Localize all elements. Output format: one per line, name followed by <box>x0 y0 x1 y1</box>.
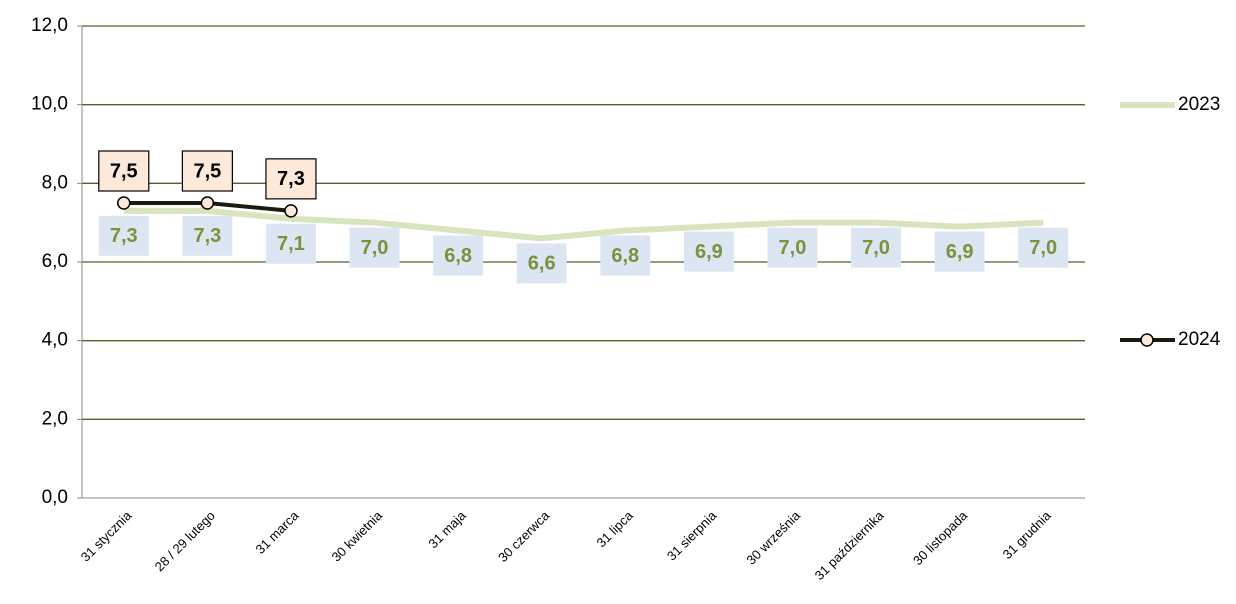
data-label: 7,1 <box>277 233 305 255</box>
x-tick-label: 31 października <box>812 507 888 583</box>
label-box <box>767 227 818 268</box>
x-tick-label: 31 marca <box>253 507 302 556</box>
y-tick-label: 8,0 <box>42 172 68 193</box>
data-label: 7,3 <box>110 225 138 247</box>
point-marker <box>284 204 298 218</box>
data-label: 7,3 <box>193 225 221 247</box>
legend-label: 2023 <box>1178 94 1220 115</box>
label-box <box>181 150 233 192</box>
data-label: 7,3 <box>277 168 305 190</box>
label-box <box>433 235 484 276</box>
x-tick-label: 31 stycznia <box>78 507 135 564</box>
label-box <box>349 227 400 268</box>
series-line <box>123 207 1044 242</box>
y-tick-label: 6,0 <box>42 251 68 272</box>
x-tick-label: 30 listopada <box>910 507 971 568</box>
data-label: 7,5 <box>193 160 221 182</box>
data-label: 7,0 <box>779 237 807 259</box>
label-box <box>265 223 316 264</box>
data-label: 6,9 <box>946 241 974 263</box>
y-tick-label: 0,0 <box>42 487 68 508</box>
data-label: 6,8 <box>611 245 639 267</box>
label-box <box>98 215 149 256</box>
label-box <box>182 215 233 256</box>
y-tick-label: 4,0 <box>42 330 68 351</box>
label-box <box>600 235 651 276</box>
x-tick-label: 31 lipca <box>594 507 637 550</box>
label-box <box>1018 227 1069 268</box>
label-box <box>683 231 734 272</box>
label-box <box>265 158 317 200</box>
data-label: 6,9 <box>695 241 723 263</box>
y-tick-label: 10,0 <box>31 94 68 115</box>
x-tick-label: 31 sierpnia <box>664 507 720 563</box>
data-label: 7,0 <box>1029 237 1057 259</box>
data-label: 6,6 <box>528 253 556 275</box>
legend-label: 2024 <box>1178 329 1221 350</box>
label-box <box>98 150 150 192</box>
x-tick-label: 30 kwietnia <box>328 507 385 564</box>
x-tick-label: 30 czerwca <box>495 507 553 565</box>
x-tick-label: 31 maja <box>425 507 469 551</box>
data-label: 7,0 <box>862 237 890 259</box>
legend-marker <box>1140 333 1154 347</box>
data-label: 7,0 <box>361 237 389 259</box>
label-box <box>851 227 902 268</box>
y-tick-label: 12,0 <box>31 15 68 36</box>
y-tick-label: 2,0 <box>42 408 68 429</box>
point-marker <box>200 196 215 210</box>
x-tick-label: 28 / 29 lutego <box>152 508 218 574</box>
point-marker <box>117 196 131 210</box>
x-tick-label: 30 września <box>743 507 803 567</box>
data-label: 6,8 <box>444 245 472 267</box>
label-box <box>516 243 567 284</box>
x-tick-label: 31 grudnia <box>1000 507 1055 562</box>
data-label: 7,5 <box>110 160 138 182</box>
label-box <box>934 231 985 272</box>
